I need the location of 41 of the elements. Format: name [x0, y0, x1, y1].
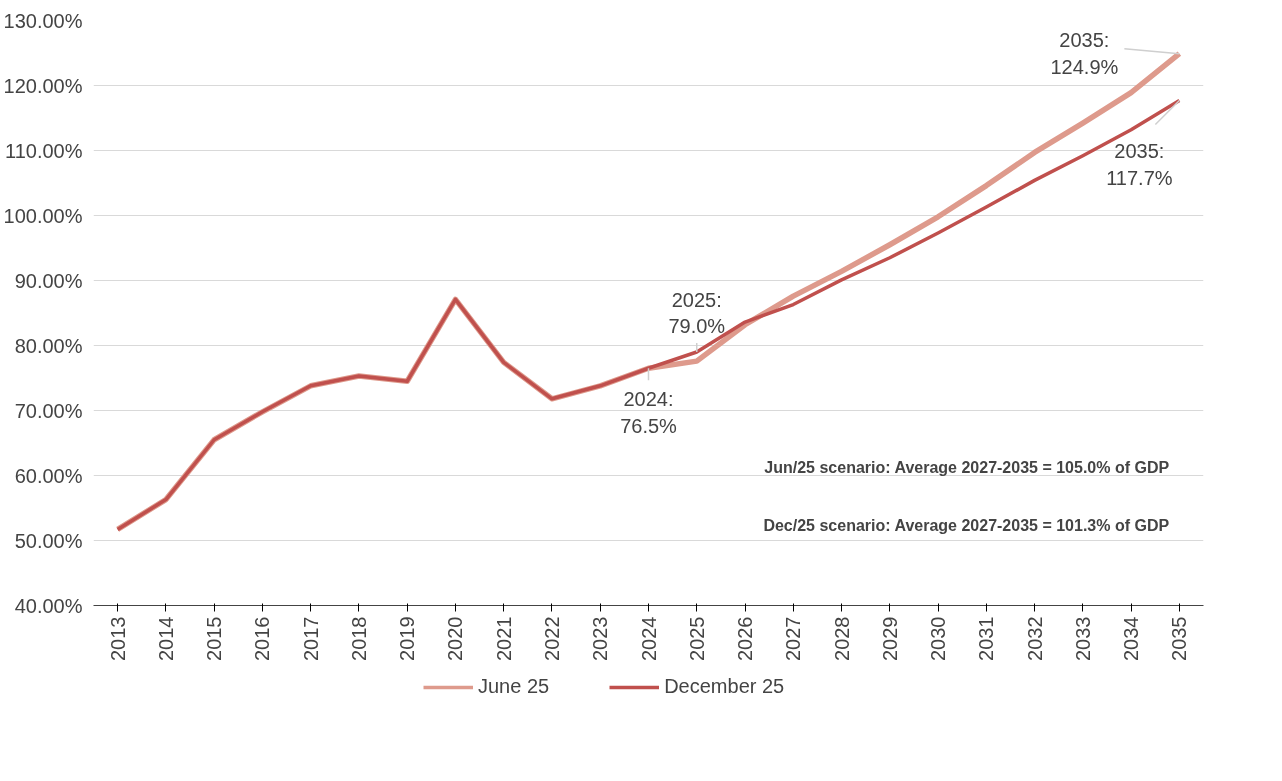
annotation: Jun/25 scenario: Average 2027-2035 = 105.0% of GDP	[764, 458, 1170, 476]
legend-label: June 25	[478, 675, 550, 698]
x-tick-label: 2020	[444, 616, 467, 661]
x-tick-label: 2031	[975, 616, 998, 661]
x-tick-label: 2023	[589, 616, 612, 661]
y-tick-label: 50.00%	[14, 529, 83, 552]
annotation: 2035: 117.7%	[1106, 140, 1173, 189]
x-tick-label: 2022	[540, 616, 563, 661]
x-tick-label: 2018	[347, 616, 370, 661]
x-tick-label: 2027	[782, 616, 805, 661]
x-tick-label: 2028	[830, 616, 853, 661]
y-tick-label: 120.00%	[3, 74, 83, 97]
x-tick-label: 2021	[492, 616, 515, 661]
y-tick-label: 80.00%	[14, 334, 83, 357]
x-tick-label: 2034	[1120, 616, 1143, 661]
x-tick-label: 2035	[1168, 616, 1191, 661]
x-tick-label: 2014	[154, 616, 177, 661]
x-tick-label: 2025	[685, 616, 708, 661]
x-tick-label: 2029	[878, 616, 901, 661]
annotation: 2024: 76.5%	[620, 388, 678, 437]
y-tick-label: 130.00%	[3, 9, 83, 32]
y-tick-label: 90.00%	[14, 269, 83, 292]
x-tick-label: 2015	[203, 616, 226, 661]
y-tick-label: 70.00%	[14, 399, 83, 422]
x-tick-label: 2019	[396, 616, 419, 661]
x-tick-label: 2030	[927, 616, 950, 661]
x-tick-label: 2016	[251, 616, 274, 661]
x-tick-label: 2024	[637, 616, 660, 661]
legend-label: December 25	[664, 675, 785, 698]
x-tick-label: 2026	[734, 616, 757, 661]
annotation: 2025: 79.0%	[668, 288, 726, 337]
y-tick-label: 40.00%	[14, 594, 83, 617]
y-tick-label: 110.00%	[5, 139, 83, 162]
x-tick-label: 2017	[299, 616, 322, 661]
annotation: Dec/25 scenario: Average 2027-2035 = 101.3% of GDP	[763, 516, 1170, 534]
x-tick-label: 2013	[106, 616, 129, 661]
y-tick-label: 100.00%	[3, 204, 83, 227]
x-tick-label: 2032	[1023, 616, 1046, 661]
y-tick-label: 60.00%	[14, 464, 83, 487]
x-tick-label: 2033	[1071, 616, 1094, 661]
annotation: 2035: 124.9%	[1050, 29, 1119, 78]
